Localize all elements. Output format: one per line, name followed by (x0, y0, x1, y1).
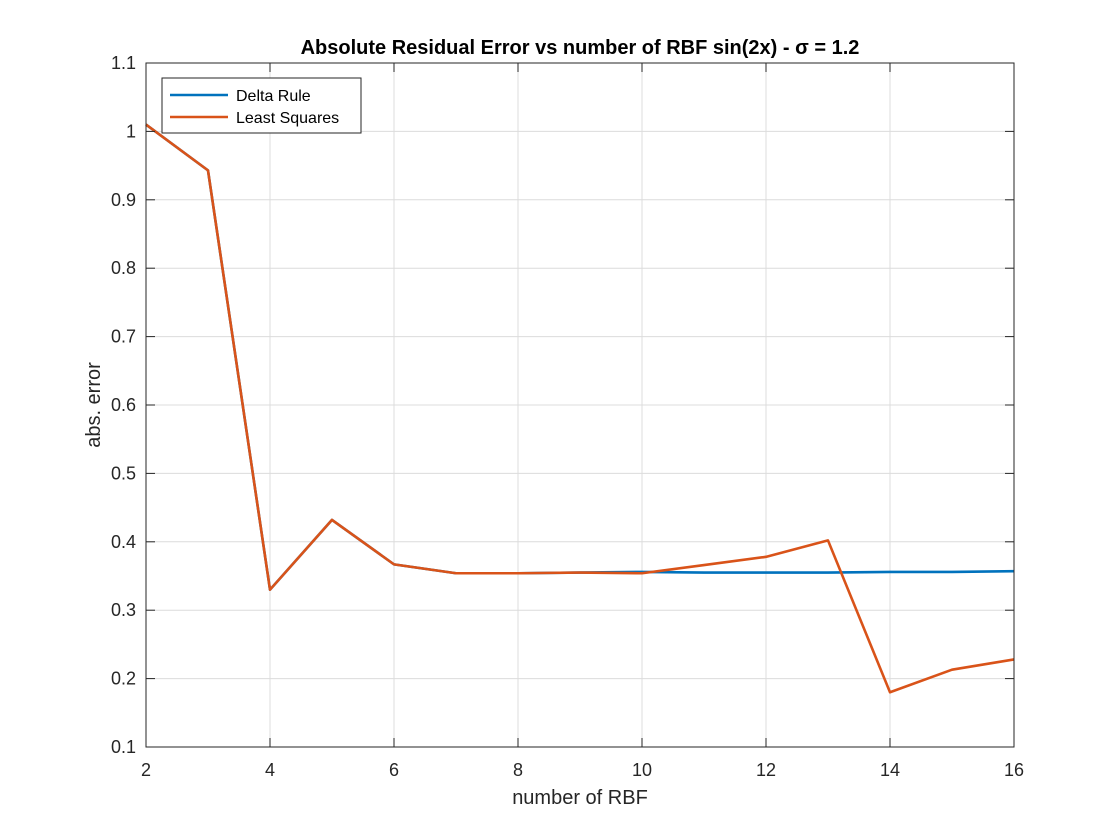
y-tick-label: 1.1 (111, 53, 136, 73)
y-tick-label: 0.4 (111, 532, 136, 552)
x-tick-label: 12 (756, 760, 776, 780)
x-tick-label: 16 (1004, 760, 1024, 780)
legend-label-least-squares: Least Squares (236, 110, 339, 127)
tick-labels: 2 4 6 8 10 12 14 16 0.1 0.2 0.3 0.4 0.5 0.6 0.7 0.8 0.9 1… (111, 53, 1024, 780)
x-tick-label: 10 (632, 760, 652, 780)
y-tick-label: 1 (126, 121, 136, 141)
legend-label-delta-rule: Delta Rule (236, 88, 311, 105)
x-tick-label: 14 (880, 760, 900, 780)
series-line-least-squares (145, 123, 1015, 694)
y-tick-label: 0.8 (111, 258, 136, 278)
series-layer (145, 123, 1015, 694)
y-tick-label: 0.1 (111, 737, 136, 757)
y-tick-label: 0.6 (111, 395, 136, 415)
legend-box (161, 77, 362, 134)
y-axis-title: abs. error (83, 362, 105, 448)
x-axis-title: number of RBF (512, 787, 648, 809)
x-tick-label: 6 (389, 760, 399, 780)
y-tick-label: 0.5 (111, 463, 136, 483)
y-tick-label: 0.2 (111, 669, 136, 689)
x-tick-label: 8 (513, 760, 523, 780)
y-tick-label: 0.7 (111, 327, 136, 347)
ticks (145, 62, 1015, 748)
chart-title: Absolute Residual Error vs number of RBF… (301, 37, 860, 59)
y-tick-label: 0.3 (111, 600, 136, 620)
legend: Delta Rule Least Squares (161, 77, 362, 134)
y-tick-label: 0.9 (111, 190, 136, 210)
x-tick-label: 2 (141, 760, 151, 780)
x-tick-label: 4 (265, 760, 275, 780)
